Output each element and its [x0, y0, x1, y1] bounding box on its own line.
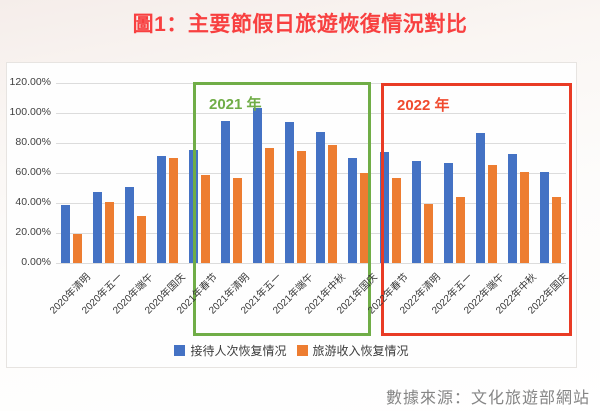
y-axis-tick-label: 120.00% [9, 76, 51, 88]
legend-item-revenue: 旅游收入恢复情况 [296, 342, 409, 359]
bar [61, 205, 71, 263]
bar [252, 107, 262, 263]
gridline [56, 263, 566, 264]
bar [125, 186, 135, 263]
bar [316, 131, 326, 263]
bar [380, 152, 390, 263]
bar [137, 215, 147, 263]
bar [443, 162, 453, 263]
bar-group [439, 83, 471, 263]
bar-group [56, 83, 88, 263]
annotation-box-2022: 2022 年 [381, 83, 572, 336]
bar-group [152, 83, 184, 263]
gridline [56, 143, 566, 144]
annotation-label-2022: 2022 年 [397, 97, 450, 114]
y-axis-tick-label: 60.00% [15, 166, 51, 178]
bar-group [88, 83, 120, 263]
bar [487, 164, 497, 263]
y-axis-tick-label: 40.00% [15, 196, 51, 208]
gridline [56, 233, 566, 234]
y-axis-tick-label: 0.00% [21, 256, 51, 268]
gridline [56, 203, 566, 204]
legend-label: 旅游收入恢复情况 [312, 344, 409, 358]
legend-item-visitors: 接待人次恢复情况 [174, 342, 287, 359]
bar [105, 202, 115, 263]
bar [93, 191, 103, 263]
legend-swatch-orange-icon [296, 345, 308, 356]
bar [200, 175, 210, 263]
bar [232, 178, 242, 263]
bar [507, 153, 517, 263]
bar [424, 203, 434, 263]
bar [348, 158, 358, 263]
y-axis-tick-label: 80.00% [15, 136, 51, 148]
annotation-label-2021: 2021 年 [209, 96, 262, 113]
bar-group [343, 83, 375, 263]
annotation-box-2021: 2021 年 [193, 82, 371, 336]
bar [475, 132, 485, 263]
bar [169, 158, 179, 263]
bar-group [375, 83, 407, 263]
legend: 接待人次恢复情况 旅游收入恢复情况 [7, 342, 576, 359]
bar [392, 178, 402, 263]
y-axis-tick-label: 100.00% [9, 106, 51, 118]
bar [519, 171, 529, 263]
page-title: 圖1：主要節假日旅遊恢復情況對比 [132, 13, 468, 36]
bar [360, 173, 370, 263]
legend-label: 接待人次恢复情况 [190, 344, 287, 358]
bar [220, 121, 230, 263]
y-axis-tick-label: 20.00% [15, 226, 51, 238]
bar [328, 145, 338, 263]
bar-group [407, 83, 439, 263]
bar [551, 197, 561, 263]
bar-group [534, 83, 566, 263]
bar-group [470, 83, 502, 263]
bar [296, 150, 306, 263]
gridline [56, 173, 566, 174]
source-note: 數據來源：文化旅遊部網站 [385, 390, 590, 407]
bar [284, 122, 294, 263]
bar-group [502, 83, 534, 263]
chart-panel: 2021 年 2022 年 接待人次恢复情况 旅游收入恢复情况 120.00% 1… [6, 62, 577, 368]
bar-group [215, 83, 247, 263]
bar [412, 161, 422, 263]
gridline [56, 113, 566, 114]
bar [539, 171, 549, 263]
bar [264, 147, 274, 263]
bar [73, 233, 83, 263]
bar-group [279, 83, 311, 263]
bar-group [311, 83, 343, 263]
bar [157, 155, 167, 263]
bar [455, 197, 465, 263]
legend-swatch-blue-icon [174, 345, 186, 356]
bar-group [120, 83, 152, 263]
bar-group [247, 83, 279, 263]
